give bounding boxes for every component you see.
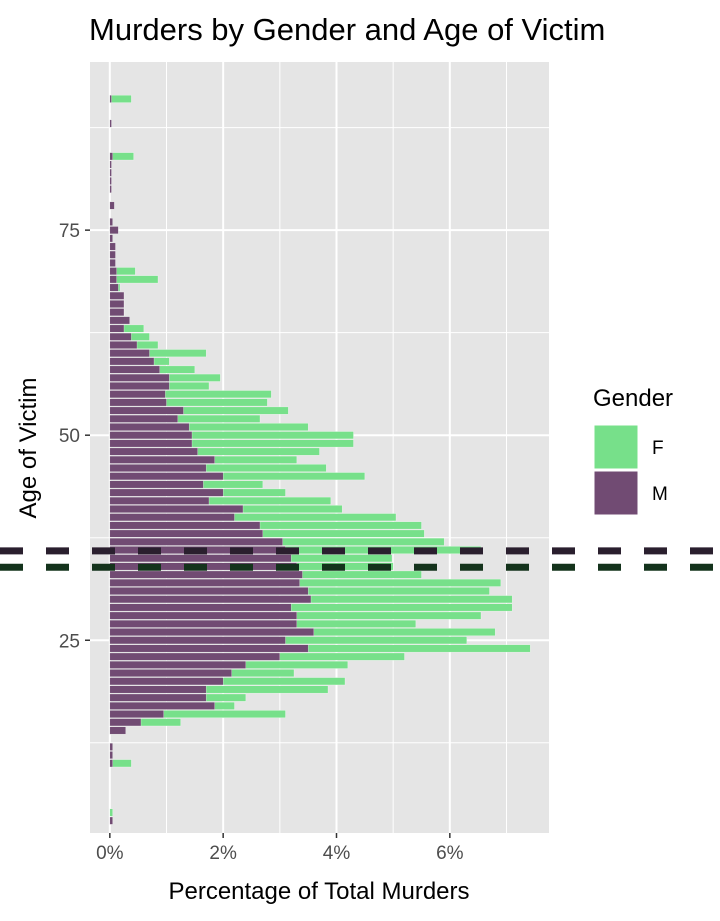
bar-m <box>109 726 126 735</box>
bar-m <box>109 250 116 259</box>
bar-m <box>109 480 204 489</box>
bar-m <box>109 619 298 628</box>
bar-m <box>109 677 224 686</box>
bar-m <box>109 373 170 382</box>
bar-m <box>109 464 207 472</box>
bar-m <box>109 537 283 546</box>
bar-m <box>109 234 113 243</box>
bar-m <box>109 365 160 374</box>
bar-m <box>109 628 315 636</box>
bar-m <box>109 570 303 579</box>
bar-m <box>109 168 112 177</box>
bar-m <box>109 472 224 481</box>
x-tick-label: 6% <box>436 843 464 864</box>
x-axis: 0% 2% 4% 6% <box>96 833 464 864</box>
reference-lines <box>0 547 720 571</box>
bar-m <box>109 742 113 751</box>
bar-m <box>109 685 207 694</box>
bar-m <box>109 513 235 522</box>
legend-key-m <box>593 470 639 516</box>
bar-m <box>109 505 244 513</box>
bar-m <box>109 710 164 718</box>
bar-m <box>109 152 113 161</box>
bar-m <box>109 382 170 390</box>
bar-m <box>109 636 286 645</box>
bar-f <box>109 808 113 817</box>
bar-m <box>109 488 224 497</box>
bar-m <box>109 316 130 325</box>
bar-m <box>109 332 132 341</box>
x-tick-label: 2% <box>209 843 237 864</box>
bar-m <box>109 201 115 210</box>
minor-gridlines <box>90 62 549 833</box>
bar-m <box>109 160 112 169</box>
y-axis-title: Age of Victim <box>15 378 42 519</box>
y-axis: 25 50 75 <box>59 221 90 652</box>
bar-m <box>109 431 193 440</box>
bar-m <box>109 218 113 226</box>
bar-m <box>109 341 138 349</box>
bar-m <box>109 242 116 251</box>
bar-m <box>109 439 193 448</box>
bar-m <box>109 308 125 317</box>
bar-m <box>109 185 112 194</box>
bar-f <box>109 95 132 103</box>
x-tick-label: 4% <box>323 843 351 864</box>
bar-m <box>109 267 117 276</box>
bar-m <box>109 226 119 235</box>
bar-m <box>109 529 264 538</box>
x-tick-label: 0% <box>96 843 124 864</box>
bar-m <box>109 423 190 431</box>
bar-m <box>109 759 113 768</box>
bar-m <box>109 398 167 407</box>
bar-m <box>109 406 184 415</box>
bar-m <box>109 447 198 456</box>
y-tick-label: 75 <box>59 221 80 242</box>
y-tick-label: 25 <box>59 631 80 652</box>
legend: Gender F M <box>593 385 673 516</box>
bar-m <box>109 390 166 399</box>
bar-m <box>109 414 179 423</box>
bar-m <box>109 119 112 128</box>
legend-title: Gender <box>593 385 673 412</box>
bar-m <box>109 595 312 604</box>
bar-m <box>109 291 125 300</box>
bar-m <box>109 693 207 702</box>
bar-m <box>109 300 125 308</box>
bar-f <box>109 759 132 768</box>
bar-f <box>109 275 159 284</box>
bar-f <box>109 152 134 161</box>
bar-m <box>109 95 112 103</box>
bar-m <box>109 554 292 563</box>
bar-m <box>109 259 116 267</box>
bar-m <box>109 324 125 333</box>
bar-m <box>109 701 215 710</box>
bar-m <box>109 349 150 358</box>
chart-title: Murders by Gender and Age of Victim <box>89 12 605 47</box>
bar-m <box>109 751 113 759</box>
bar-m <box>109 587 309 595</box>
legend-label-f: F <box>652 438 664 459</box>
bar-m <box>109 669 232 677</box>
bar-m <box>109 357 155 366</box>
bar-m <box>109 521 261 530</box>
bar-m <box>109 603 292 612</box>
bar-m <box>109 611 298 620</box>
bar-m <box>109 652 281 661</box>
legend-key-f <box>593 424 639 470</box>
bar-m <box>109 660 247 669</box>
bar-m <box>109 177 112 185</box>
bar-m <box>109 644 309 653</box>
legend-label-m: M <box>652 484 668 505</box>
bar-m <box>109 496 210 505</box>
bar-m <box>109 718 142 727</box>
bar-m <box>109 455 215 464</box>
bar-m <box>109 816 113 825</box>
bar-m <box>109 283 119 292</box>
bar-m <box>109 275 117 284</box>
bar-m <box>109 578 300 587</box>
y-tick-label: 50 <box>59 426 80 447</box>
x-axis-title: Percentage of Total Murders <box>168 878 469 905</box>
